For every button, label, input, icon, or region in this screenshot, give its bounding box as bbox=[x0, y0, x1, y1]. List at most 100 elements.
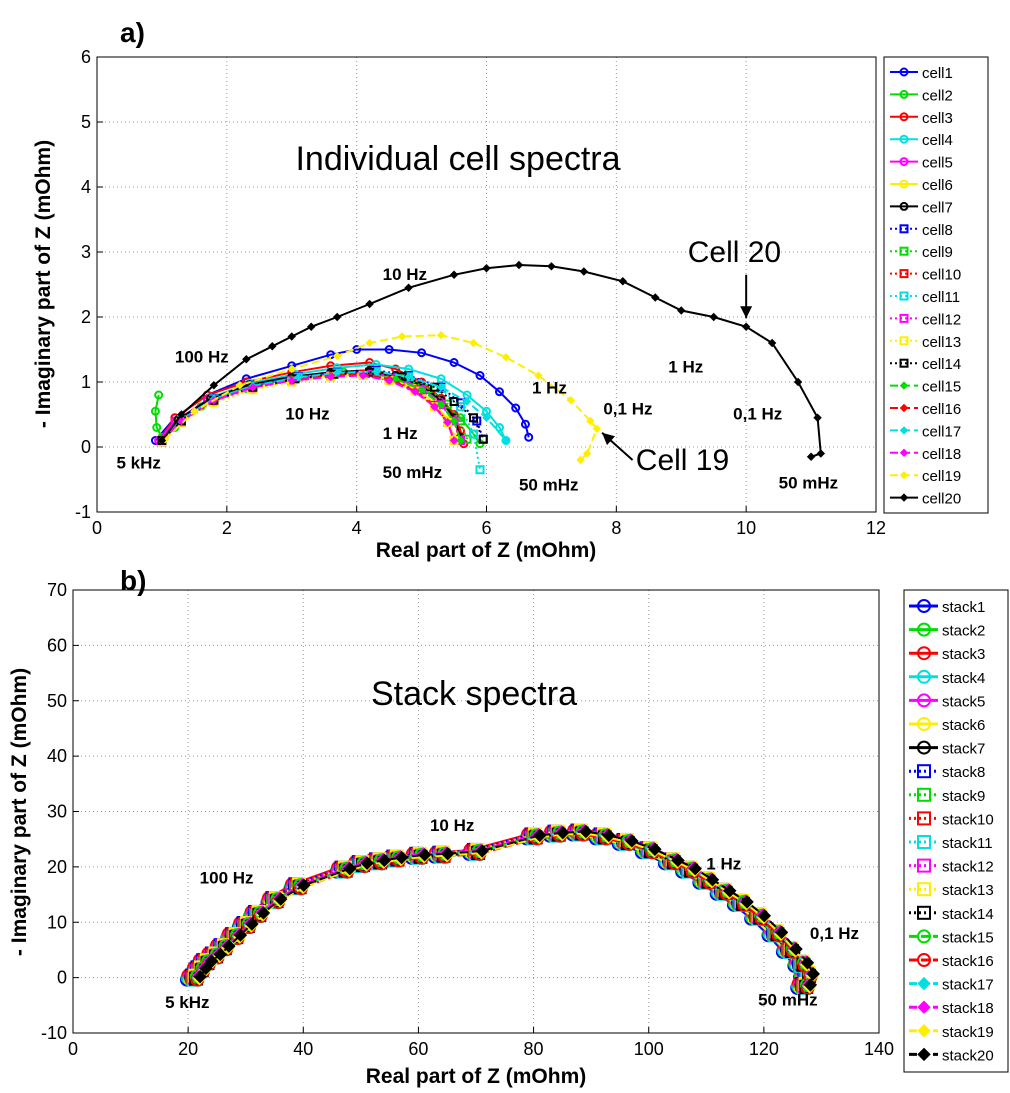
chart-title-a: Individual cell spectra bbox=[295, 140, 620, 178]
data-point-cell20 bbox=[514, 260, 524, 270]
data-point-cell14 bbox=[449, 397, 459, 406]
legend-entry: cell6 bbox=[890, 177, 953, 194]
annotation-label: 1 Hz bbox=[532, 379, 567, 398]
data-point-stack20 bbox=[757, 909, 772, 923]
data-point-cell20 bbox=[547, 262, 556, 271]
legend-marker bbox=[899, 201, 909, 211]
legend-entry: cell16 bbox=[890, 401, 961, 418]
legend-label: cell18 bbox=[922, 446, 961, 463]
series-stack15 bbox=[189, 824, 817, 992]
data-point-cell19 bbox=[501, 353, 511, 362]
legend-entry: cell19 bbox=[890, 468, 961, 485]
data-point-cell11 bbox=[475, 465, 485, 475]
data-point-cell14 bbox=[469, 413, 479, 423]
grid-a bbox=[97, 57, 876, 512]
data-point-cell18 bbox=[287, 376, 296, 385]
data-point-cell19 bbox=[287, 364, 296, 374]
x-axis-label-b: Real part of Z (mOhm) bbox=[366, 1065, 587, 1088]
legend-label: cell19 bbox=[922, 468, 961, 485]
legend-label: stack10 bbox=[942, 811, 994, 828]
data-point-cell1 bbox=[524, 432, 534, 442]
series-line-cell15 bbox=[161, 373, 462, 442]
series-stack4 bbox=[182, 826, 810, 994]
legend-entry: stack10 bbox=[909, 811, 994, 828]
legend-marker bbox=[917, 622, 931, 637]
legend-label: cell7 bbox=[922, 199, 953, 216]
legend-entry: cell1 bbox=[890, 65, 953, 82]
series-stack16 bbox=[190, 827, 818, 995]
legend-label: cell5 bbox=[922, 155, 953, 172]
x-tick-label: 20 bbox=[178, 1039, 198, 1059]
data-point-cell20 bbox=[482, 264, 491, 273]
data-point-stack20 bbox=[705, 873, 720, 887]
legend-entry: stack15 bbox=[909, 929, 994, 946]
x-tick-label: 100 bbox=[634, 1039, 664, 1059]
legend-marker bbox=[899, 358, 909, 368]
legend-label: stack7 bbox=[942, 741, 985, 758]
x-tick-label: 0 bbox=[92, 518, 102, 538]
data-point-cell19 bbox=[586, 416, 595, 426]
data-point-cell20 bbox=[307, 322, 316, 331]
legend-marker bbox=[899, 470, 909, 480]
data-point-cell1 bbox=[494, 387, 504, 397]
x-tick-label: 140 bbox=[864, 1039, 894, 1059]
legend-label: stack16 bbox=[942, 953, 994, 970]
legend-entry: cell4 bbox=[890, 132, 953, 149]
series-stack17 bbox=[191, 825, 818, 993]
legend-entry: cell17 bbox=[890, 423, 961, 440]
y-tick-label: 40 bbox=[47, 746, 67, 766]
data-point-cell19 bbox=[566, 395, 576, 405]
data-point-cell11 bbox=[456, 402, 466, 412]
legend-marker bbox=[899, 269, 909, 279]
data-point-cell19 bbox=[436, 330, 446, 340]
legend-entry: cell9 bbox=[890, 244, 953, 261]
x-tick-label: 80 bbox=[524, 1039, 544, 1059]
legend-marker bbox=[917, 1047, 931, 1062]
y-tick-label: 2 bbox=[81, 307, 91, 327]
data-point-cell17 bbox=[462, 397, 472, 406]
annotations-b: 100 Hz 10 Hz 1 Hz 0,1 Hz 5 kHz 50 mHz bbox=[165, 816, 859, 1012]
data-point-stack20 bbox=[360, 856, 374, 870]
legend-label: cell4 bbox=[922, 132, 953, 149]
legend-label: stack3 bbox=[942, 646, 985, 663]
series-cell1 bbox=[150, 345, 534, 445]
data-point-cell17 bbox=[404, 372, 413, 382]
legend-entry: cell15 bbox=[890, 379, 961, 396]
data-point-cell20 bbox=[268, 342, 277, 351]
legend-marker bbox=[917, 976, 931, 991]
legend-label: stack19 bbox=[942, 1024, 994, 1041]
data-point-stack20 bbox=[723, 884, 737, 898]
data-point-stack20 bbox=[417, 848, 432, 862]
data-point-cell17 bbox=[294, 373, 303, 382]
data-point-cell20 bbox=[677, 306, 686, 315]
data-point-stack20 bbox=[671, 853, 685, 868]
legend-entry: cell12 bbox=[890, 311, 961, 328]
data-point-cell20 bbox=[209, 381, 219, 390]
y-tick-label: 5 bbox=[81, 112, 91, 132]
data-point-stack20 bbox=[204, 954, 219, 968]
y-tick-label: 70 bbox=[47, 580, 67, 600]
y-tick-label: 0 bbox=[57, 968, 67, 988]
series-group-a bbox=[150, 260, 826, 475]
annotation-label: 5 kHz bbox=[165, 993, 209, 1012]
annotation-label: 5 kHz bbox=[116, 453, 160, 472]
legend-entry: stack7 bbox=[909, 740, 985, 758]
annotation-label: 10 Hz bbox=[285, 405, 329, 424]
annotation-label: 50 mHz bbox=[383, 463, 443, 482]
y-tick-label: 3 bbox=[81, 242, 91, 262]
legend-label: stack12 bbox=[942, 859, 994, 876]
legend-marker bbox=[917, 599, 931, 613]
data-point-cell14 bbox=[478, 434, 488, 444]
data-point-cell20 bbox=[449, 270, 459, 279]
chart-title-b: Stack spectra bbox=[371, 675, 577, 713]
legend-label: stack13 bbox=[942, 882, 994, 899]
legend-entry: stack16 bbox=[909, 953, 994, 970]
legend-marker bbox=[917, 858, 931, 873]
data-point-cell20 bbox=[404, 283, 413, 292]
series-stack2 bbox=[180, 825, 808, 993]
data-point-stack20 bbox=[806, 967, 820, 981]
legend-label: stack15 bbox=[942, 929, 994, 946]
x-tick-label: 10 bbox=[736, 518, 756, 538]
data-point-stack20 bbox=[475, 844, 489, 858]
